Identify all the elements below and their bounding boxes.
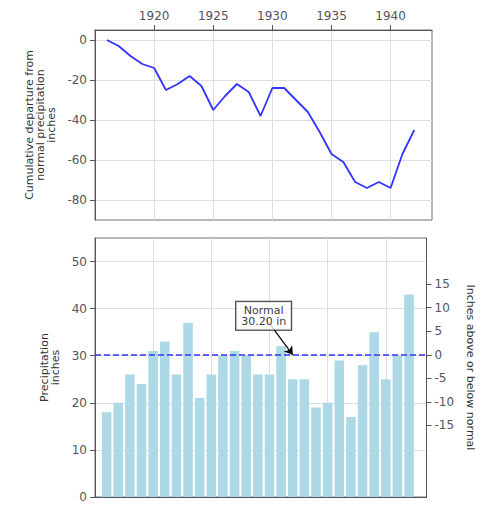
svg-text:10: 10	[435, 301, 450, 315]
svg-text:20: 20	[72, 396, 87, 410]
svg-text:1920: 1920	[139, 9, 170, 23]
svg-text:1940: 1940	[375, 9, 406, 23]
svg-text:-15: -15	[435, 418, 455, 432]
svg-text:-20: -20	[67, 73, 87, 87]
svg-text:50: 50	[72, 255, 87, 269]
svg-text:-60: -60	[67, 153, 87, 167]
svg-text:0: 0	[79, 33, 87, 47]
svg-text:Precipitation: Precipitation	[37, 333, 51, 402]
svg-text:inches: inches	[45, 107, 58, 143]
svg-text:1925: 1925	[198, 9, 229, 23]
svg-text:30: 30	[72, 349, 87, 363]
svg-text:normal precipitation: normal precipitation	[33, 69, 47, 181]
svg-text:-80: -80	[67, 193, 87, 207]
svg-text:5: 5	[435, 324, 443, 338]
svg-text:1935: 1935	[316, 9, 347, 23]
svg-text:15: 15	[435, 277, 450, 291]
svg-text:-5: -5	[435, 371, 447, 385]
svg-text:1930: 1930	[257, 9, 288, 23]
svg-text:30.20 in: 30.20 in	[241, 315, 286, 328]
svg-text:inches: inches	[49, 349, 62, 385]
svg-text:Normal: Normal	[243, 303, 284, 317]
svg-text:Inches above or below normal: Inches above or below normal	[464, 285, 477, 451]
svg-text:-10: -10	[435, 395, 455, 409]
svg-text:40: 40	[72, 302, 87, 316]
svg-text:Cumulative departure from: Cumulative departure from	[22, 50, 36, 200]
svg-text:10: 10	[72, 443, 87, 457]
svg-text:0: 0	[435, 348, 443, 362]
svg-text:0: 0	[79, 490, 87, 504]
svg-text:-40: -40	[67, 113, 87, 127]
